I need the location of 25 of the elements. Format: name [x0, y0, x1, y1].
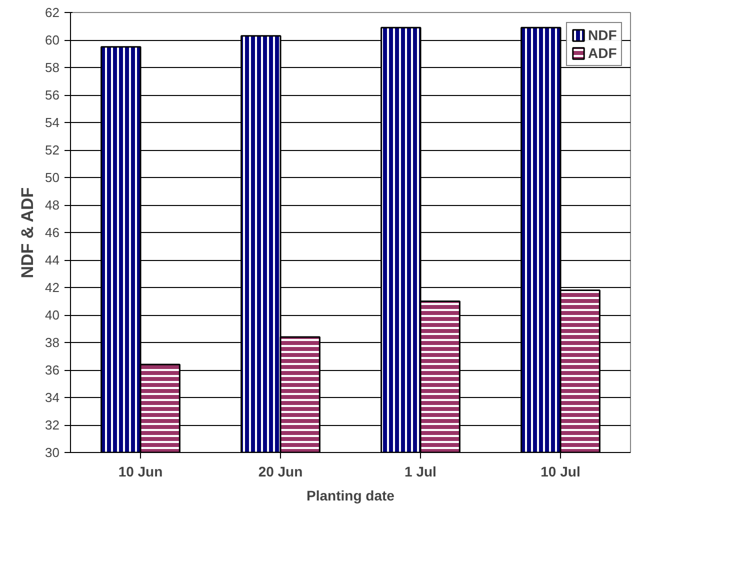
- x-axis-title: Planting date: [306, 488, 395, 504]
- y-tick-label: 48: [45, 198, 60, 212]
- y-tick-label: 46: [45, 225, 60, 240]
- y-tick-label: 40: [45, 308, 60, 322]
- y-tick-label: 54: [45, 115, 60, 130]
- y-tick-label: 44: [45, 252, 60, 268]
- y-tick-label: 34: [45, 390, 60, 405]
- x-tick-label: 20 Jun: [258, 464, 303, 480]
- y-axis-title: NDF & ADF: [18, 187, 38, 278]
- y-tick-label: 58: [45, 60, 60, 75]
- y-tick-label: 30: [45, 445, 60, 460]
- y-tick-label: 62: [45, 5, 60, 20]
- x-tick-label: 1 Jul: [404, 464, 436, 480]
- y-tick-label: 50: [45, 170, 60, 185]
- y-tick-label: 32: [45, 418, 60, 432]
- y-tick-label: 52: [45, 142, 60, 158]
- y-tick-label: 36: [45, 362, 60, 378]
- x-tick-label: 10 Jun: [118, 464, 163, 480]
- x-tick-label: 10 Jul: [540, 464, 580, 480]
- y-tick-label: 38: [45, 335, 60, 350]
- y-tick-label: 56: [45, 88, 60, 102]
- y-tick-label: 42: [45, 280, 60, 295]
- legend-label: ADF: [588, 45, 617, 61]
- y-tick-label: 60: [45, 32, 60, 48]
- legend-label: NDF: [588, 27, 617, 43]
